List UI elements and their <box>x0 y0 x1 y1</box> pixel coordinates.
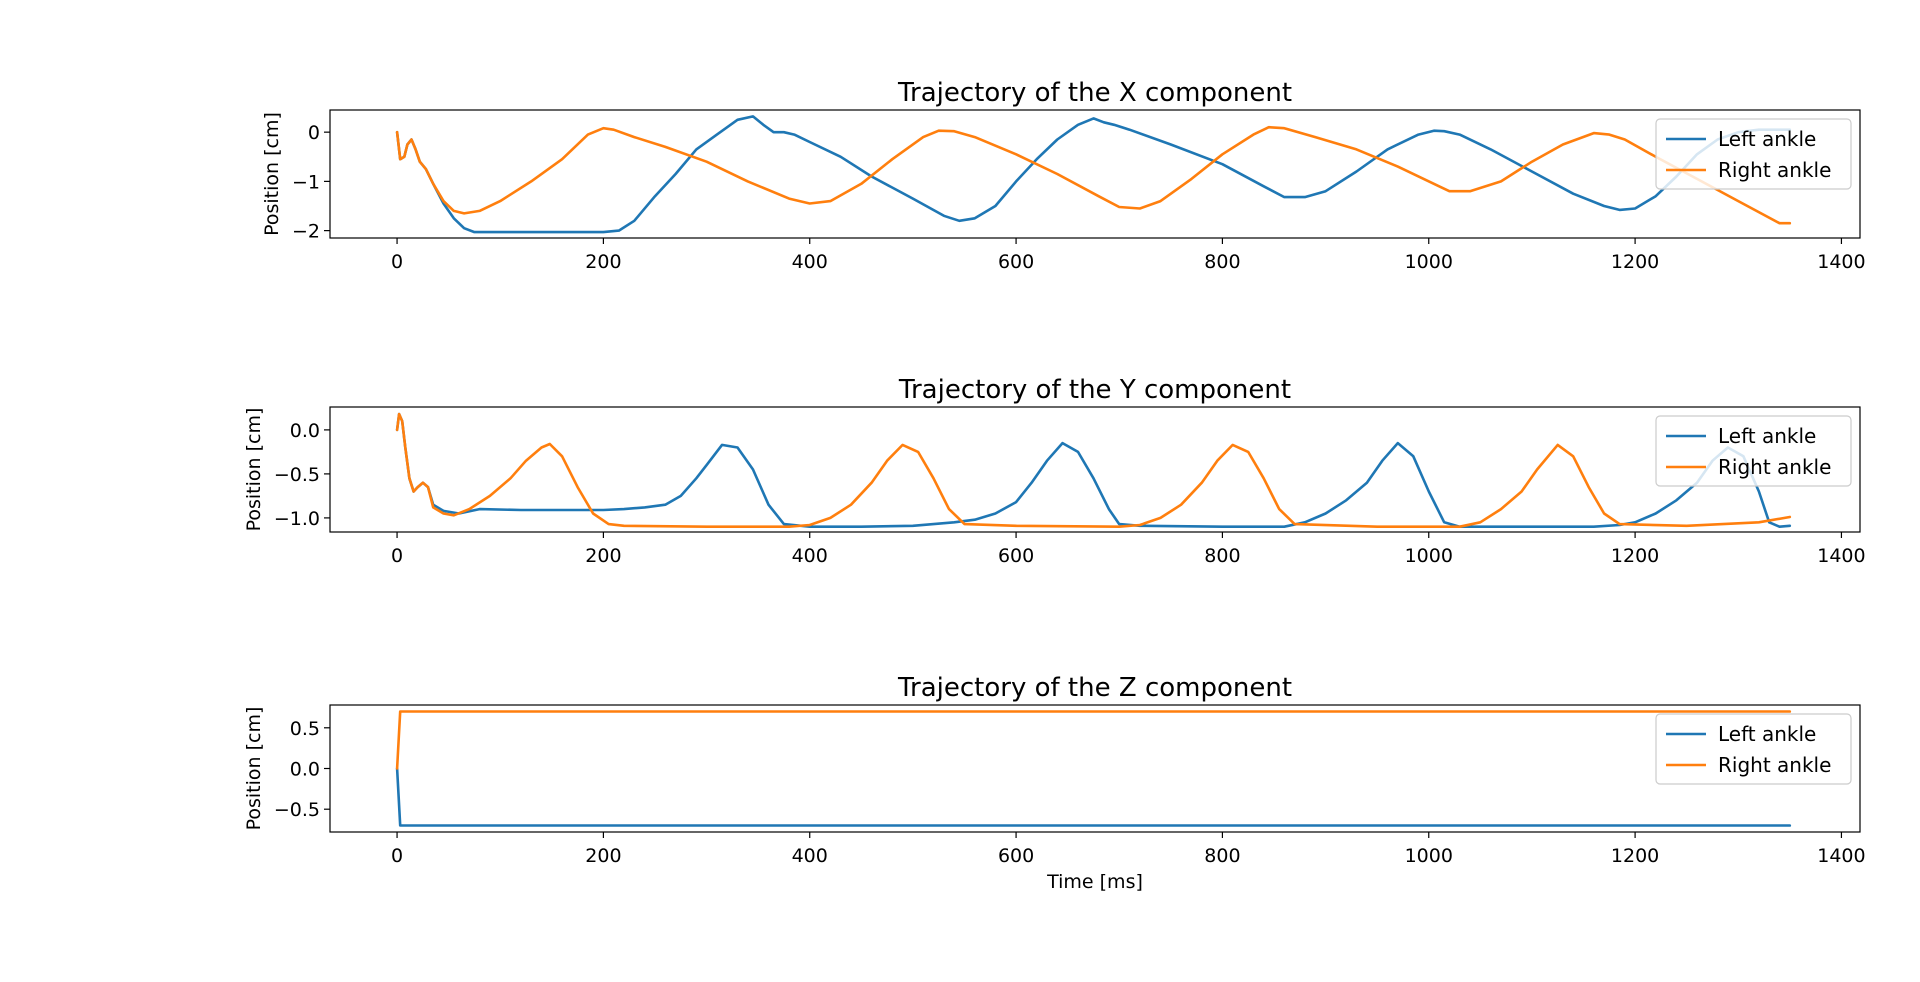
legend-label: Left ankle <box>1718 127 1816 151</box>
y-axis-label: Position [cm] <box>243 408 265 532</box>
chart-panel-2: 0 200 400 600 800 1000 1200 1400 0.0 −0.5 −1.0 Traj… <box>243 375 1866 567</box>
series-group <box>395 412 1792 529</box>
legend-box <box>1655 415 1852 487</box>
axes-frame <box>329 406 1861 533</box>
legend-label: Right ankle <box>1718 455 1831 479</box>
y-axis-label: Position [cm] <box>243 707 265 831</box>
chart-title: Trajectory of the Z component <box>897 673 1292 703</box>
chart-title: Trajectory of the X component <box>897 78 1292 108</box>
x-tick-label: 400 <box>792 545 828 567</box>
x-tick-label: 400 <box>792 845 828 867</box>
legend-label: Left ankle <box>1718 722 1816 746</box>
x-tick-label: 200 <box>585 251 621 273</box>
series-group <box>395 115 1792 234</box>
series-line-left-ankle <box>395 115 1792 234</box>
y-tick-label: −1.0 <box>274 508 320 530</box>
x-tick-label: 1200 <box>1611 545 1659 567</box>
series-line-right-ankle <box>395 710 1792 770</box>
legend-label: Left ankle <box>1718 424 1816 448</box>
legend-box <box>1655 118 1852 190</box>
legend-box <box>1655 713 1852 785</box>
y-tick-label: −0.5 <box>274 799 320 821</box>
axes-frame <box>329 109 1861 239</box>
y-tick-label: −1 <box>292 171 320 193</box>
x-tick-label: 1400 <box>1817 251 1865 273</box>
x-tick-label: 1200 <box>1611 251 1659 273</box>
x-tick-label: 800 <box>1204 545 1240 567</box>
legend: Left ankle Right ankle <box>1655 415 1852 487</box>
y-tick-label: 0.0 <box>290 420 320 442</box>
y-tick-label: 0 <box>308 122 320 144</box>
x-tick-label: 1200 <box>1611 845 1659 867</box>
axes-frame <box>329 704 1861 833</box>
series-line-right-ankle <box>395 125 1792 225</box>
x-tick-label: 400 <box>792 251 828 273</box>
x-tick-label: 0 <box>391 845 403 867</box>
x-tick-label: 600 <box>998 845 1034 867</box>
x-tick-label: 600 <box>998 545 1034 567</box>
legend-label: Right ankle <box>1718 158 1831 182</box>
chart-panel-3: 0 200 400 600 800 1000 1200 1400 0.5 0.0 −0.5 Traje… <box>243 673 1866 893</box>
x-tick-label: 600 <box>998 251 1034 273</box>
series-line-right-ankle <box>395 412 1792 529</box>
x-tick-label: 1400 <box>1817 845 1865 867</box>
x-tick-label: 800 <box>1204 845 1240 867</box>
series-line-left-ankle <box>395 767 1792 827</box>
legend-label: Right ankle <box>1718 753 1831 777</box>
series-group <box>395 710 1792 827</box>
x-tick-label: 1400 <box>1817 545 1865 567</box>
x-axis-label: Time [ms] <box>1046 871 1143 893</box>
x-tick-label: 1000 <box>1405 845 1453 867</box>
x-tick-label: 1000 <box>1405 251 1453 273</box>
chart-title: Trajectory of the Y component <box>898 375 1291 405</box>
chart-panel-1: 0 200 400 600 800 1000 1200 1400 0 −1 −2 Trajectory… <box>261 78 1866 273</box>
legend: Left ankle Right ankle <box>1655 713 1852 785</box>
x-tick-label: 200 <box>585 545 621 567</box>
x-tick-label: 800 <box>1204 251 1240 273</box>
y-tick-label: 0.5 <box>290 718 320 740</box>
legend: Left ankle Right ankle <box>1655 118 1852 190</box>
x-tick-label: 1000 <box>1405 545 1453 567</box>
x-tick-label: 0 <box>391 251 403 273</box>
y-axis-label: Position [cm] <box>261 112 283 236</box>
y-tick-label: 0.0 <box>290 759 320 781</box>
y-tick-label: −0.5 <box>274 464 320 486</box>
y-tick-label: −2 <box>292 221 320 243</box>
x-tick-label: 0 <box>391 545 403 567</box>
x-tick-label: 200 <box>585 845 621 867</box>
